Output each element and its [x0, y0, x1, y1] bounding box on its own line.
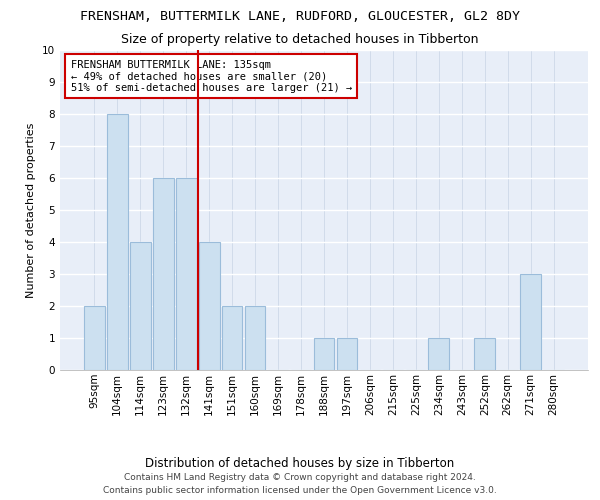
Text: Size of property relative to detached houses in Tibberton: Size of property relative to detached ho… [121, 32, 479, 46]
Bar [199, 242, 220, 370]
Y-axis label: Number of detached properties: Number of detached properties [26, 122, 37, 298]
Bar [176, 178, 197, 370]
Text: Distribution of detached houses by size in Tibberton: Distribution of detached houses by size … [145, 458, 455, 470]
Bar [107, 114, 128, 370]
Bar [337, 338, 358, 370]
Text: Contains HM Land Registry data © Crown copyright and database right 2024.
Contai: Contains HM Land Registry data © Crown c… [103, 474, 497, 495]
Bar [520, 274, 541, 370]
Bar [130, 242, 151, 370]
Bar [314, 338, 334, 370]
Bar [153, 178, 173, 370]
Bar [475, 338, 495, 370]
Bar [222, 306, 242, 370]
Bar [84, 306, 104, 370]
Bar [428, 338, 449, 370]
Bar [245, 306, 265, 370]
Text: FRENSHAM, BUTTERMILK LANE, RUDFORD, GLOUCESTER, GL2 8DY: FRENSHAM, BUTTERMILK LANE, RUDFORD, GLOU… [80, 10, 520, 23]
Text: FRENSHAM BUTTERMILK LANE: 135sqm
← 49% of detached houses are smaller (20)
51% o: FRENSHAM BUTTERMILK LANE: 135sqm ← 49% o… [71, 60, 352, 93]
